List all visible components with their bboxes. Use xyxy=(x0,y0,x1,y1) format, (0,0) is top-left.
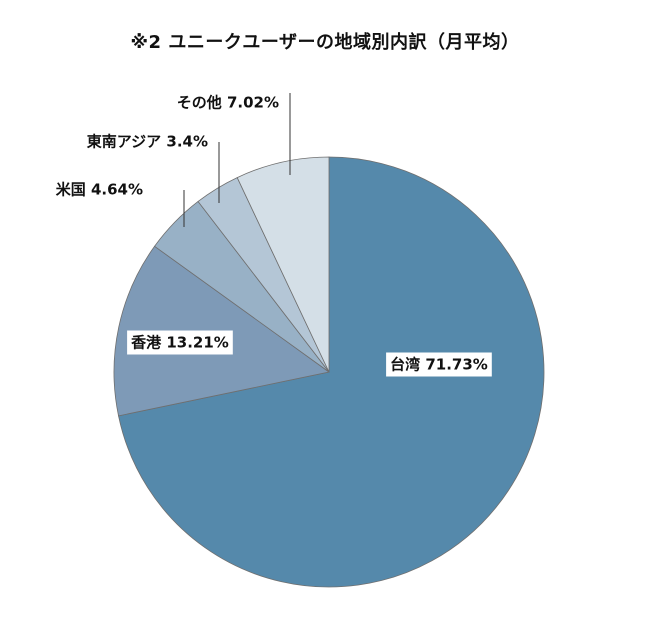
slice-label-2: 香港 13.21% xyxy=(131,334,229,352)
slice-label-5: その他 7.02% xyxy=(177,94,279,112)
slice-label-background-2 xyxy=(127,330,233,355)
pie-slice-5 xyxy=(236,156,330,373)
slice-label-group-2: 香港 13.21% xyxy=(127,330,233,355)
pie-slice-1 xyxy=(118,156,545,588)
slice-label-background-1 xyxy=(386,352,492,377)
slice-label-group-4: 東南アジア 3.4% xyxy=(87,133,208,151)
chart-title: ※2 ユニークユーザーの地域別内訳（月平均） xyxy=(130,32,520,53)
slice-label-group-3: 米国 4.64% xyxy=(56,181,143,199)
slice-label-group-5: その他 7.02% xyxy=(177,94,279,112)
slice-label-1: 台湾 71.73% xyxy=(390,356,488,374)
slice-label-group-1: 台湾 71.73% xyxy=(386,352,492,377)
slice-label-4: 東南アジア 3.4% xyxy=(87,133,208,151)
leader-lines xyxy=(183,93,291,227)
slice-labels: 台湾 71.73% 香港 13.21% 米国 4.64% 東南アジア 3.4% その他 … xyxy=(56,94,492,377)
slice-label-3: 米国 4.64% xyxy=(56,181,143,199)
